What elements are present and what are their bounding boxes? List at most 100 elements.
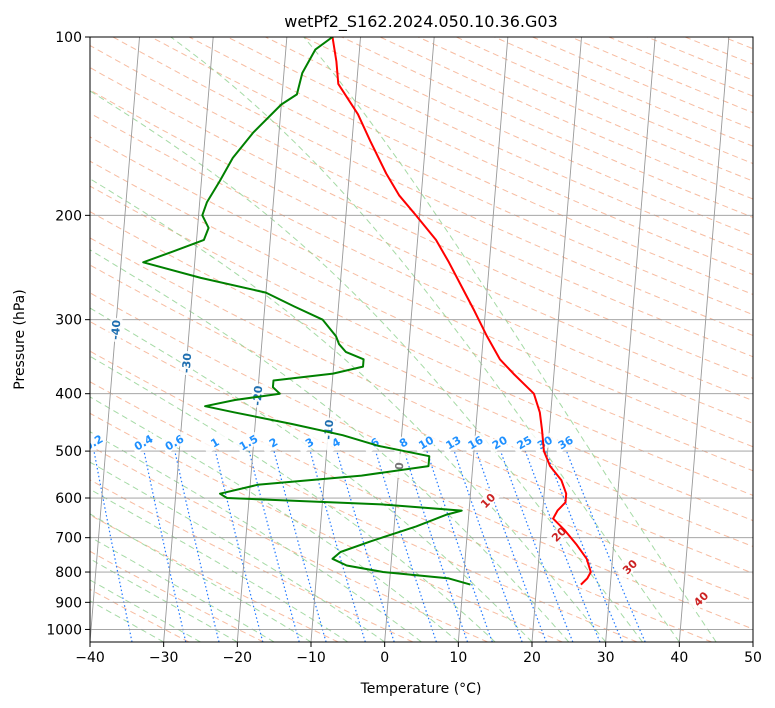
mixing-ratio-line <box>475 450 547 642</box>
isotherm <box>163 37 214 642</box>
y-tick-label: 700 <box>55 531 82 547</box>
isotherm <box>457 37 509 642</box>
x-tick-label: 30 <box>597 650 615 666</box>
chart-title: wetPf2_S162.2024.050.10.36.G03 <box>284 12 558 32</box>
dry-adiabat <box>112 37 753 337</box>
mixing-ratio-label-bg <box>531 431 559 454</box>
y-tick-label: 400 <box>55 387 82 403</box>
x-tick-label: −30 <box>149 650 179 666</box>
moist-adiabat <box>90 90 643 642</box>
isotherm-label-bg <box>179 350 194 376</box>
series-dewpoint <box>142 37 471 586</box>
dry-adiabat-label-bg <box>475 487 501 514</box>
dry-adiabat <box>646 37 753 81</box>
dry-adiabat <box>90 185 753 496</box>
dry-adiabat <box>90 320 753 630</box>
dry-adiabat <box>90 211 753 522</box>
mixing-ratio-line <box>273 450 327 642</box>
isotherm-label-bg <box>250 383 265 409</box>
mixing-ratio-line <box>174 450 220 642</box>
mixing-ratio-label-bg <box>259 431 287 454</box>
moist-adiabat <box>90 579 201 642</box>
mixing-ratio-line <box>403 450 469 642</box>
dry-adiabat <box>90 550 264 642</box>
mixing-ratio-label-bg <box>296 431 323 454</box>
mixing-ratio-line <box>93 450 133 642</box>
dry-adiabat <box>90 44 753 358</box>
moist-adiabat <box>90 178 607 642</box>
dry-adiabat <box>90 514 339 642</box>
dry-adiabat-label-bg <box>688 586 714 612</box>
moist-adiabat <box>90 249 570 642</box>
dry-adiabat <box>341 37 753 218</box>
y-tick-label: 100 <box>55 30 82 46</box>
mixing-ratio-label-bg <box>510 431 538 454</box>
dry-adiabat <box>90 588 190 642</box>
isotherm <box>752 636 753 642</box>
isotherm <box>531 37 582 642</box>
mixing-ratio-line <box>336 450 395 642</box>
plot-area: -100-90-80-70-60-50-40-30-20-10010203040… <box>38 37 775 642</box>
isotherms <box>90 37 753 642</box>
mixing-ratio-label-bg <box>235 431 262 454</box>
moist-adiabat <box>90 461 385 642</box>
moist-adiabat <box>90 431 422 642</box>
x-tick-label: 10 <box>449 650 467 666</box>
dry-adiabat <box>532 37 753 130</box>
y-axis-title: Pressure (hPa) <box>12 289 28 389</box>
x-tick-label: 0 <box>380 650 389 666</box>
isotherm <box>678 37 730 642</box>
moist-adiabat <box>90 307 533 642</box>
moist-adiabat <box>90 513 312 642</box>
dry-adiabat <box>188 37 753 296</box>
x-tick-label: −20 <box>223 650 253 666</box>
isotherm-label: -30 <box>180 352 195 373</box>
y-tick-label: 1000 <box>46 622 82 638</box>
y-tick-label: 900 <box>55 595 82 611</box>
x-axis-title: Temperature (°C) <box>360 681 482 697</box>
line-labels: -100-90-80-70-60-50-40-30-20-10010203040… <box>38 283 714 612</box>
isotherm-label: 0 <box>393 461 407 470</box>
x-tick-label: 20 <box>523 650 541 666</box>
dry-adiabat <box>90 160 753 472</box>
dry-adiabat <box>762 37 775 642</box>
mixing-ratio-lines <box>93 450 646 642</box>
plot-frame <box>89 36 754 643</box>
mixing-ratio-label-bg <box>486 431 514 454</box>
dry-adiabat <box>90 237 753 548</box>
y-tick-label: 600 <box>55 491 82 507</box>
y-tick-label: 500 <box>55 444 82 460</box>
mixing-ratio-label-bg <box>322 431 350 454</box>
moist-adiabat <box>303 37 717 642</box>
mixing-ratio-line <box>545 450 623 642</box>
series-temperature <box>331 37 592 586</box>
y-tick-label: 300 <box>55 313 82 329</box>
moist-adiabat <box>90 558 238 642</box>
dry-adiabat <box>90 479 414 642</box>
mixing-ratio-label-bg <box>412 431 440 454</box>
moist-adiabat <box>90 396 459 642</box>
dry-adiabat-label-bg <box>546 521 572 548</box>
moist-adiabats <box>90 37 717 642</box>
isotherm-label-bg <box>392 453 407 479</box>
isotherm-label: -50 <box>38 285 53 306</box>
dry-adiabat <box>90 89 753 402</box>
isotherm-label-bg <box>108 317 123 343</box>
mixing-ratio-line <box>143 450 187 642</box>
dry-adiabat <box>570 37 753 114</box>
moist-adiabat <box>90 488 349 642</box>
dry-adiabats <box>90 37 775 642</box>
isotherm-label-bg <box>38 283 52 308</box>
y-tick-label: 200 <box>55 208 82 224</box>
mixing-ratio-line <box>214 450 264 642</box>
mixing-ratio-line <box>309 450 366 642</box>
dry-adiabat <box>494 37 753 147</box>
dry-adiabat <box>90 292 753 602</box>
mixing-ratio-label-bg <box>439 431 467 454</box>
isotherm <box>384 37 435 642</box>
profile-series <box>142 37 592 586</box>
x-tick-label: −10 <box>296 650 326 666</box>
isotherm <box>236 37 288 642</box>
dry-adiabat <box>90 412 563 642</box>
